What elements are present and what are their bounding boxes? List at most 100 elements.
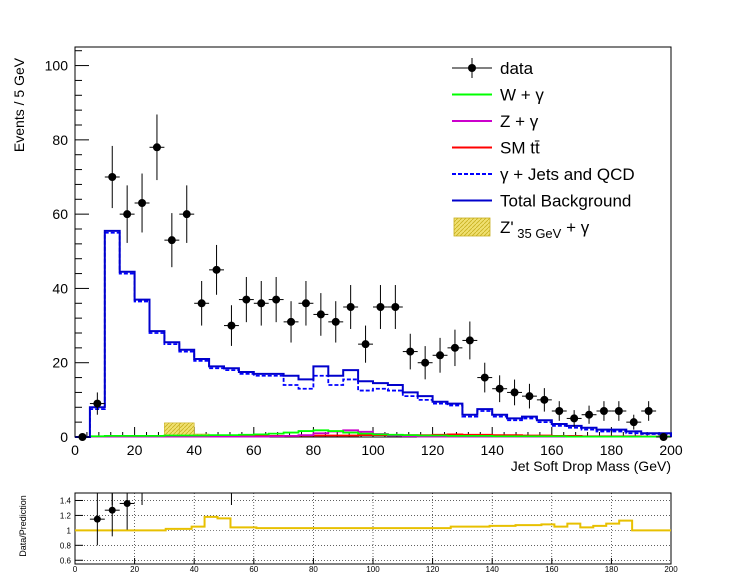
- data-point: [659, 433, 668, 441]
- legend-label-text: data: [500, 59, 534, 78]
- ratio-x-tick-label: 0: [73, 565, 78, 572]
- data-point: [570, 414, 579, 423]
- x-tick-label: 120: [421, 442, 445, 458]
- data-point: [406, 347, 415, 356]
- data-point: [585, 410, 594, 419]
- series-w-line: [75, 429, 672, 438]
- ratio-signal-line: [75, 515, 671, 532]
- legend-label: data: [500, 59, 534, 78]
- ratio-y-axis-title: Data/Prediction: [18, 495, 28, 557]
- data-point: [450, 343, 459, 352]
- ratio-y-tick-label: 1: [67, 526, 72, 535]
- data-point: [614, 407, 623, 415]
- ratio-x-tick-label: 140: [486, 565, 500, 572]
- data-point: [316, 310, 325, 319]
- data-point: [167, 236, 176, 245]
- data-point: [93, 399, 102, 408]
- ratio-x-tick-label: 160: [545, 565, 559, 572]
- legend-data-marker: [468, 64, 476, 72]
- ratio-x-tick-label: 100: [366, 565, 380, 572]
- ratio-axis-ticks: 0 20 40 60 80 100 120 140 160 180 200 0.6 0.8 1 1.2 1.4: [60, 496, 678, 572]
- data-point: [599, 407, 608, 415]
- x-tick-label: 40: [186, 442, 202, 458]
- ratio-x-tick-label: 20: [130, 565, 139, 572]
- main-x-axis-title: Jet Soft Drop Mass (GeV): [511, 458, 671, 474]
- data-point: [152, 143, 161, 152]
- data-point: [331, 317, 340, 326]
- data-point: [272, 295, 281, 304]
- data-point: [138, 199, 147, 207]
- y-tick-label: 0: [60, 429, 68, 445]
- data-point: [212, 265, 221, 274]
- data-point: [510, 388, 519, 397]
- legend-label-text: SM tt̄: [500, 139, 540, 158]
- legend-label-text: Z': [500, 218, 514, 237]
- y-tick-label: 60: [52, 206, 68, 222]
- data-point: [629, 418, 638, 427]
- main-axis-ticks: 0 20 40 60 80 100 120 140 160 180 200 0 20 40 60 80 100: [45, 50, 683, 458]
- legend-label: W + γ: [500, 86, 544, 105]
- legend-signal-swatch: [453, 217, 491, 237]
- data-point: [644, 407, 653, 415]
- x-tick-label: 100: [361, 442, 385, 458]
- ratio-y-tick-label: 0.8: [60, 541, 72, 550]
- data-point: [197, 299, 206, 308]
- data-point: [108, 173, 117, 181]
- data-point: [242, 295, 251, 304]
- x-tick-label: 160: [540, 442, 564, 458]
- data-points: [75, 114, 671, 441]
- main-plot-frame: [74, 46, 672, 438]
- data-point: [78, 433, 87, 441]
- ratio-x-tick-label: 120: [426, 565, 440, 572]
- data-point: [376, 303, 385, 311]
- data-point: [465, 336, 474, 345]
- ratio-y-tick-label: 0.6: [60, 556, 72, 565]
- data-point: [257, 299, 266, 308]
- data-point: [391, 303, 400, 311]
- legend-label: SM tt̄: [500, 139, 540, 158]
- x-tick-label: 80: [306, 442, 322, 458]
- legend-label: Z + γ: [500, 112, 539, 131]
- y-tick-label: 80: [52, 132, 68, 148]
- data-point: [421, 358, 430, 367]
- ratio-point: [123, 499, 131, 507]
- ratio-x-tick-label: 60: [249, 565, 258, 572]
- ratio-y-tick-label: 1.2: [60, 511, 72, 520]
- ratio-x-tick-label: 80: [309, 565, 318, 572]
- ratio-y-tick-label: 1.4: [60, 496, 72, 505]
- x-tick-label: 0: [71, 442, 79, 458]
- legend-label-subscript: 35 GeV: [514, 226, 562, 241]
- data-point: [301, 299, 310, 308]
- ratio-point: [108, 506, 116, 514]
- main-y-axis-title: Events / 5 GeV: [11, 57, 27, 152]
- data-point: [182, 210, 191, 219]
- ratio-x-tick-label: 180: [605, 565, 619, 572]
- data-point: [540, 395, 549, 404]
- main-plot-panel: 0 20 40 60 80 100 120 140 160 180 200020406080100 …: [11, 46, 683, 474]
- x-tick-label: 200: [659, 442, 683, 458]
- ratio-point: [93, 515, 101, 523]
- data-point: [480, 373, 489, 382]
- ratio-x-tick-label: 40: [190, 565, 199, 572]
- x-tick-label: 60: [246, 442, 262, 458]
- data-point: [123, 210, 132, 219]
- data-point: [525, 392, 534, 401]
- data-point: [361, 340, 370, 349]
- legend-label-text: Total Background: [500, 192, 631, 211]
- legend-label-text: Z + γ: [500, 112, 539, 131]
- ratio-content: [75, 493, 671, 546]
- data-point: [287, 317, 296, 326]
- data-point: [227, 321, 236, 330]
- legend-label-tail: + γ: [561, 218, 589, 237]
- data-point: [346, 303, 355, 311]
- legend: data W + γ Z + γ SM tt̄ γ + Jets and QCD Tota…: [452, 58, 635, 241]
- legend-label: Z' 35 GeV + γ: [500, 218, 590, 241]
- ratio-plot-panel: 0 20 40 60 80 100 120 140 160 180 200 0.6 0.8 1 1.2 1.4…: [18, 492, 678, 572]
- legend-label-text: γ + Jets and QCD: [500, 165, 635, 184]
- y-tick-label: 20: [52, 355, 68, 371]
- background-histograms: [75, 229, 672, 438]
- x-tick-label: 180: [600, 442, 624, 458]
- y-tick-label: 40: [52, 280, 68, 296]
- series-total-background-line: [75, 229, 672, 438]
- x-tick-label: 20: [127, 442, 143, 458]
